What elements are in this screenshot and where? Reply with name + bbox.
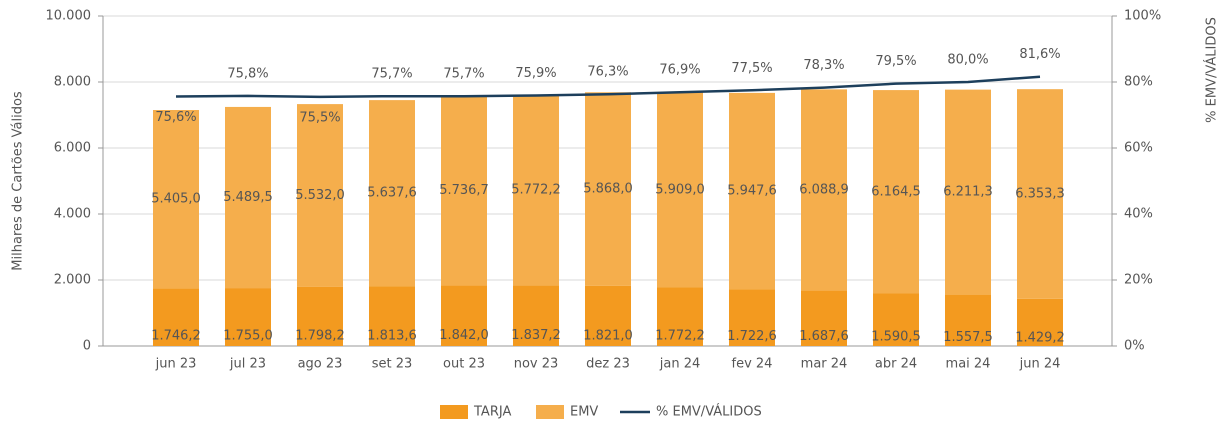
line-value-label: 75,9% <box>515 66 556 81</box>
line-value-label: 75,6% <box>155 110 196 125</box>
x-tick-label: ago 23 <box>298 357 343 372</box>
y-axis-label: Milhares de Cartões Válidos <box>11 91 26 271</box>
bar-segment <box>657 92 703 288</box>
x-tick-label: out 23 <box>443 357 485 372</box>
bar-value-label: 6.353,3 <box>1015 187 1065 202</box>
bar-value-label: 1.429,2 <box>1015 330 1065 345</box>
line-value-label: 77,5% <box>731 61 772 76</box>
x-tick-label: fev 24 <box>732 357 773 372</box>
bar-value-label: 5.909,0 <box>655 183 705 198</box>
bar-segment <box>585 285 631 346</box>
bar-segment <box>225 288 271 346</box>
line-value-label: 80,0% <box>947 53 988 68</box>
legend-swatch <box>536 405 564 419</box>
x-tick-label: jun 24 <box>1019 357 1061 372</box>
bar-value-label: 5.947,6 <box>727 184 777 199</box>
y2-tick-label: 40% <box>1124 207 1153 222</box>
y2-tick-label: 20% <box>1124 273 1153 288</box>
bar-value-label: 1.746,2 <box>151 329 201 344</box>
bar-segment <box>153 110 199 289</box>
bar-segment <box>441 285 487 346</box>
line-value-label: 79,5% <box>875 54 916 69</box>
line-value-label: 76,9% <box>659 63 700 78</box>
bar-value-label: 5.772,2 <box>511 183 561 198</box>
y2-tick-label: 100% <box>1124 9 1161 24</box>
bar-segment <box>729 289 775 346</box>
line-value-label: 75,8% <box>227 66 268 81</box>
line-value-label: 75,7% <box>443 67 484 82</box>
bar-segment <box>297 104 343 287</box>
bar-value-label: 1.842,0 <box>439 328 489 343</box>
x-tick-label: jun 23 <box>155 357 197 372</box>
bar-value-label: 1.687,6 <box>799 329 849 344</box>
y-tick-label: 2.000 <box>54 273 91 288</box>
y2-tick-label: 60% <box>1124 141 1153 156</box>
bar-value-label: 1.722,6 <box>727 329 777 344</box>
bar-segment <box>441 95 487 286</box>
bar-value-label: 5.868,0 <box>583 182 633 197</box>
bar-segment <box>945 294 991 346</box>
bar-value-label: 1.821,0 <box>583 328 633 343</box>
bar-segment <box>369 286 415 346</box>
bar-segment <box>873 90 919 294</box>
y-tick-label: 6.000 <box>54 141 91 156</box>
y-tick-label: 10.000 <box>46 9 92 24</box>
x-tick-label: set 23 <box>372 357 413 372</box>
line-value-label: 81,6% <box>1019 47 1060 62</box>
x-tick-label: dez 23 <box>586 357 630 372</box>
bar-value-label: 6.088,9 <box>799 182 849 197</box>
legend-label: TARJA <box>473 405 511 420</box>
x-tick-label: jul 23 <box>229 357 266 372</box>
bar-segment <box>225 106 271 289</box>
bar-value-label: 1.755,0 <box>223 329 273 344</box>
y2-tick-label: 80% <box>1124 75 1153 90</box>
bar-segment <box>873 293 919 346</box>
x-tick-label: abr 24 <box>875 357 917 372</box>
bar-value-label: 5.405,0 <box>151 192 201 207</box>
legend-label: EMV <box>570 405 598 420</box>
line-value-label: 75,7% <box>371 67 412 82</box>
y-tick-label: 8.000 <box>54 75 91 90</box>
legend-swatch <box>440 405 468 419</box>
bar-value-label: 1.813,6 <box>367 328 417 343</box>
bar-segment <box>945 89 991 295</box>
bar-segment <box>153 288 199 346</box>
bar-segment <box>801 89 847 291</box>
bar-segment <box>1017 89 1063 299</box>
bar-segment <box>369 100 415 287</box>
bar-segment <box>801 290 847 346</box>
y2-tick-label: 0% <box>1124 339 1145 354</box>
bar-segment <box>1017 298 1063 346</box>
line-value-label: 76,3% <box>587 65 628 80</box>
bar-value-label: 6.164,5 <box>871 184 921 199</box>
bar-segment <box>513 285 559 346</box>
bar-value-label: 5.489,5 <box>223 190 273 205</box>
line-series <box>175 75 1041 99</box>
bar-value-label: 1.590,5 <box>871 330 921 345</box>
line-value-label: 78,3% <box>803 58 844 73</box>
bar-segment <box>513 94 559 286</box>
y2-axis-label: % EMV/VÁLIDOS <box>1204 17 1220 123</box>
bar-value-label: 5.637,6 <box>367 186 417 201</box>
line-value-label: 75,5% <box>299 110 340 125</box>
bar-segment <box>729 92 775 290</box>
x-tick-label: mai 24 <box>946 357 991 372</box>
x-tick-label: jan 24 <box>659 357 701 372</box>
bar-segment <box>297 286 343 346</box>
bar-value-label: 5.736,7 <box>439 183 489 198</box>
bar-value-label: 5.532,0 <box>295 188 345 203</box>
y-tick-label: 0 <box>83 339 91 354</box>
bar-segment <box>657 287 703 346</box>
bar-value-label: 1.772,2 <box>655 329 705 344</box>
bar-value-label: 1.798,2 <box>295 328 345 343</box>
bar-value-label: 1.557,5 <box>943 330 993 345</box>
x-tick-label: mar 24 <box>801 357 848 372</box>
legend-label: % EMV/VÁLIDOS <box>656 404 762 420</box>
x-tick-label: nov 23 <box>514 357 559 372</box>
bar-value-label: 6.211,3 <box>943 185 993 200</box>
bar-value-label: 1.837,2 <box>511 328 561 343</box>
bar-segment <box>585 92 631 286</box>
y-tick-label: 4.000 <box>54 207 91 222</box>
